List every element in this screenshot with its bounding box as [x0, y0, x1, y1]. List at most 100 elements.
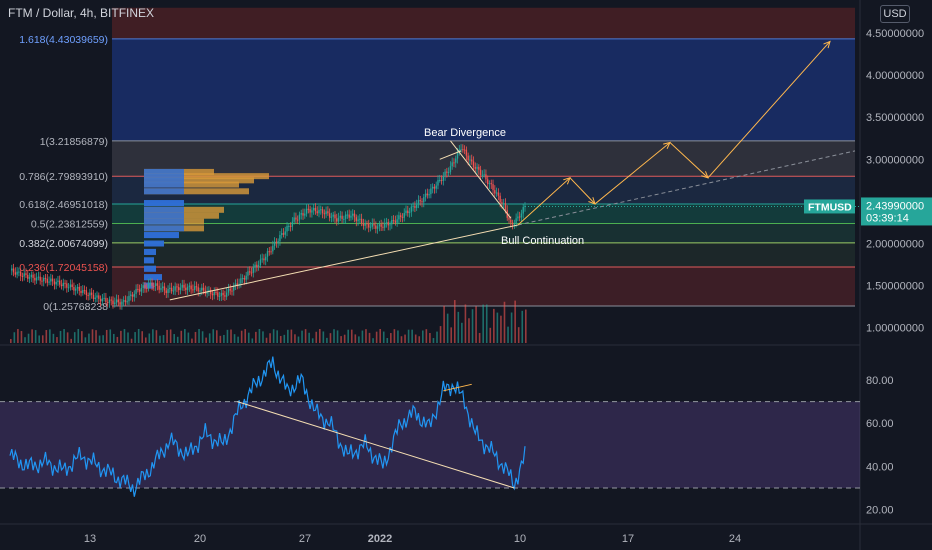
candle-body — [321, 209, 324, 214]
candle-body — [291, 221, 294, 227]
time-tick-label: 20 — [194, 533, 206, 545]
candle-body — [314, 207, 317, 212]
candle-body — [23, 273, 25, 277]
candle-body — [433, 186, 436, 189]
candle-body — [193, 286, 196, 290]
candle-body — [362, 223, 365, 226]
candle-body — [220, 292, 223, 296]
volume-bar — [453, 300, 456, 343]
candle-body — [401, 216, 404, 218]
volume-bar — [404, 334, 406, 343]
volume-bar — [446, 313, 449, 343]
candle-body — [394, 220, 397, 223]
candle-body — [339, 215, 342, 218]
volume-bar — [105, 329, 108, 343]
candle-body — [114, 302, 116, 305]
candle-body — [261, 258, 263, 260]
candle-body — [497, 192, 500, 196]
volume-bar — [336, 330, 339, 343]
volume-bar — [162, 335, 165, 343]
candle-body — [51, 278, 54, 282]
candle-body — [350, 215, 352, 218]
candle-body — [156, 283, 159, 286]
volume-profile-bar — [144, 173, 184, 180]
time-tick-label: 2022 — [368, 533, 392, 545]
candle-body — [44, 277, 47, 279]
volume-bar — [400, 336, 403, 343]
candle-body — [501, 202, 503, 204]
candle-body — [186, 286, 189, 291]
volume-profile-bar — [144, 200, 184, 207]
candle-body — [485, 174, 487, 180]
candle-body — [190, 285, 192, 290]
candle-body — [277, 241, 279, 243]
volume-bar — [73, 332, 76, 343]
volume-profile-bar — [144, 232, 179, 239]
candle-body — [197, 287, 199, 292]
candle-body — [442, 175, 445, 181]
candle-body — [149, 282, 151, 284]
candle-body — [218, 295, 221, 297]
candle-body — [430, 188, 432, 195]
fib-zone — [112, 140, 855, 177]
fib-level-label: 0.618(2.46951018) — [19, 199, 108, 211]
candle-body — [476, 166, 478, 169]
rsi-line — [9, 356, 526, 497]
volume-bar — [116, 336, 119, 343]
candle-body — [188, 285, 191, 287]
fib-level-label: 0.236(1.72045158) — [19, 262, 108, 274]
volume-bar — [244, 329, 247, 343]
price-tick-label: 1.00000000 — [866, 323, 924, 335]
candle-body — [348, 214, 350, 218]
volume-profile-bar — [144, 181, 239, 188]
volume-profile-bar — [144, 225, 184, 232]
price-tag — [861, 197, 932, 226]
volume-bar — [436, 331, 438, 343]
candle-body — [176, 286, 178, 288]
candle-body — [254, 264, 256, 268]
volume-bar — [461, 322, 463, 343]
candle-body — [462, 149, 464, 151]
candle-body — [455, 158, 457, 163]
currency-button[interactable]: USD — [880, 5, 910, 23]
volume-bar — [262, 331, 264, 343]
candle-body — [456, 151, 459, 159]
candle-body — [263, 258, 265, 261]
candle-body — [147, 283, 150, 289]
candle-body — [328, 213, 331, 218]
candle-body — [151, 282, 153, 286]
candle-body — [330, 216, 333, 218]
candle-body — [60, 284, 63, 287]
candle-body — [135, 288, 137, 294]
candle-body — [371, 223, 373, 227]
candle-body — [34, 277, 36, 281]
candle-body — [138, 289, 141, 292]
candle-body — [250, 272, 253, 274]
candle-body — [451, 162, 453, 167]
bear-divergence-line — [439, 150, 462, 160]
volume-bar — [41, 335, 44, 343]
candle-body — [275, 241, 278, 243]
candle-body — [227, 288, 230, 293]
volume-profile-bar — [144, 177, 254, 184]
rsi-tick-label: 40.00 — [866, 461, 894, 473]
volume-bar — [70, 338, 72, 343]
candle-body — [85, 290, 88, 296]
volume-bar — [201, 331, 204, 343]
candle-body — [112, 300, 114, 305]
volume-bar — [443, 305, 445, 343]
candle-body — [431, 186, 434, 189]
volume-bar — [49, 329, 51, 343]
candle-body — [213, 291, 215, 296]
volume-bar — [425, 329, 428, 343]
volume-bar — [390, 333, 392, 343]
volume-bar — [507, 326, 509, 343]
fib-level-label: 1(3.21856879) — [40, 136, 108, 148]
candle-body — [318, 209, 320, 214]
candle-body — [437, 180, 439, 186]
candle-body — [337, 217, 340, 222]
projection-arrowhead — [701, 171, 709, 179]
volume-bar — [329, 333, 332, 343]
volume-bar — [81, 331, 83, 343]
candle-body — [295, 217, 297, 220]
